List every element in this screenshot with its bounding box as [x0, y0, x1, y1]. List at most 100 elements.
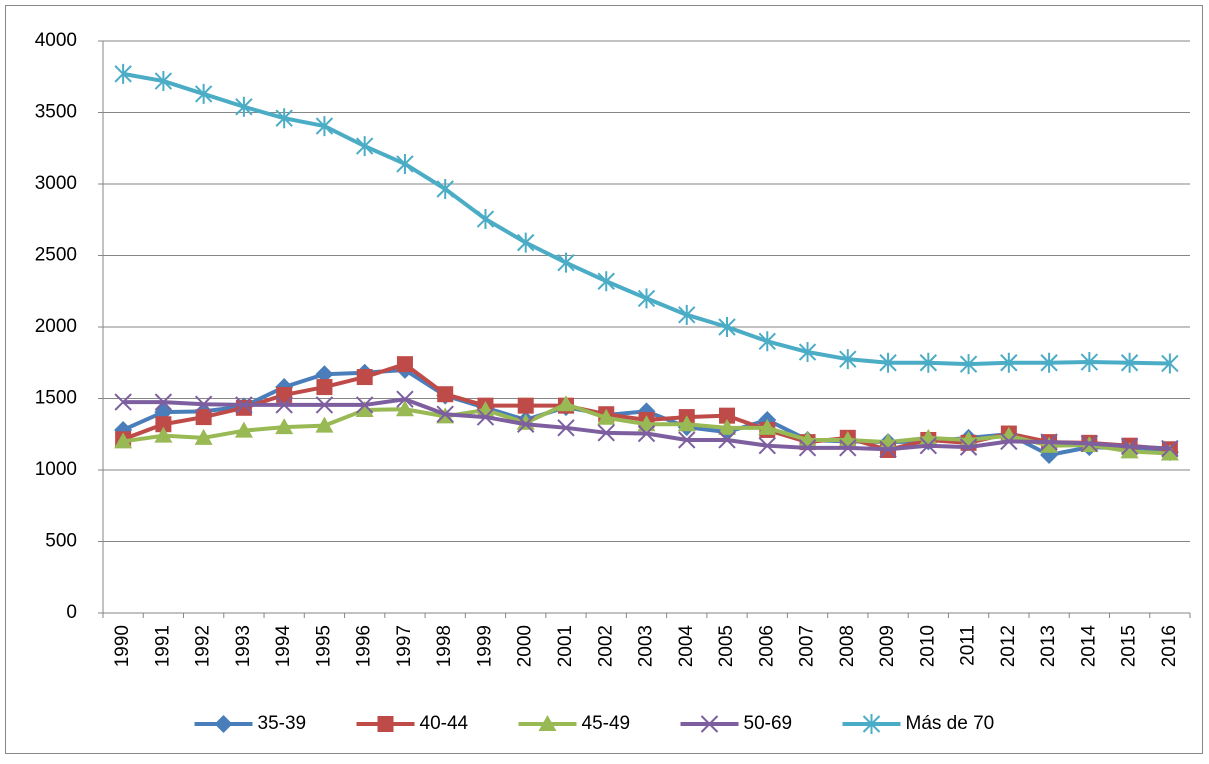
marker: [1161, 439, 1179, 458]
marker: [959, 438, 978, 456]
x-tick-label: 2009: [877, 625, 898, 667]
series: [114, 390, 1179, 458]
x-tick-label: 1990: [112, 625, 133, 667]
marker: [1000, 352, 1018, 373]
marker: [1040, 436, 1059, 453]
marker: [718, 431, 736, 449]
marker: [700, 715, 719, 733]
marker: [798, 439, 817, 457]
marker: [557, 252, 575, 273]
marker: [436, 179, 454, 200]
marker: [597, 424, 615, 442]
x-tick-label: 1999: [474, 625, 495, 667]
marker: [155, 416, 172, 433]
marker: [396, 356, 413, 373]
marker: [194, 395, 213, 413]
marker: [355, 396, 374, 414]
y-tick-label: 2000: [35, 316, 77, 337]
marker: [154, 71, 173, 92]
x-tick-label: 1992: [193, 625, 214, 667]
x-tick-label: 2015: [1119, 625, 1140, 667]
marker: [356, 369, 373, 386]
marker: [959, 354, 978, 375]
marker: [315, 416, 334, 433]
marker: [758, 436, 776, 455]
marker: [758, 331, 776, 352]
marker: [597, 408, 616, 425]
legend-item: 45-49: [518, 713, 631, 734]
legend-item: 50-69: [680, 713, 792, 734]
marker: [1080, 352, 1099, 373]
x-tick-label: 1994: [273, 625, 294, 668]
x-tick-label: 1997: [394, 625, 415, 667]
x-tick-label: 1998: [434, 625, 455, 667]
legend-label: Más de 70: [906, 713, 995, 734]
marker: [839, 349, 857, 370]
marker: [718, 317, 736, 337]
y-tick-label: 3000: [35, 173, 77, 194]
marker: [839, 439, 857, 457]
marker: [919, 352, 938, 373]
marker: [1161, 353, 1179, 374]
marker: [114, 393, 132, 411]
y-tick-label: 2500: [35, 245, 77, 266]
x-tick-label: 2004: [676, 625, 697, 668]
marker: [396, 153, 414, 174]
x-tick-label: 2012: [998, 625, 1019, 667]
marker: [1000, 432, 1018, 451]
marker: [437, 386, 454, 403]
marker: [637, 415, 656, 432]
marker: [879, 440, 897, 458]
marker: [275, 418, 294, 435]
legend-label: 35-39: [258, 713, 307, 734]
marker: [114, 63, 132, 84]
chart-border: [5, 5, 1203, 754]
marker: [862, 714, 881, 734]
x-tick-label: 2007: [797, 625, 818, 667]
marker: [637, 424, 656, 443]
marker: [538, 715, 557, 731]
legend-item: 35-39: [194, 713, 307, 734]
x-tick-label: 2003: [636, 625, 657, 667]
x-tick-label: 1993: [233, 625, 254, 667]
x-tick-label: 2002: [595, 625, 616, 667]
marker: [276, 386, 293, 403]
marker: [517, 232, 535, 253]
marker: [154, 426, 173, 443]
x-tick-label: 2000: [515, 625, 536, 667]
marker: [597, 271, 615, 292]
marker: [154, 393, 173, 411]
x-tick-label: 1996: [354, 625, 375, 667]
marker: [1120, 442, 1139, 459]
marker: [678, 431, 696, 449]
legend-label: 45-49: [582, 713, 631, 734]
marker: [1160, 444, 1179, 461]
marker: [879, 352, 897, 373]
marker: [1120, 352, 1139, 373]
marker: [275, 108, 293, 129]
marker: [718, 418, 737, 435]
legend-label: 40-44: [420, 713, 469, 734]
marker: [719, 407, 736, 424]
marker: [919, 436, 938, 455]
x-tick-label: 2006: [756, 625, 777, 667]
marker: [677, 415, 696, 432]
marker: [235, 96, 253, 117]
x-tick-label: 2016: [1159, 625, 1180, 667]
marker: [235, 396, 253, 414]
y-tick-label: 4000: [35, 30, 77, 51]
marker: [678, 304, 696, 325]
marker: [234, 421, 253, 438]
x-tick-label: 1995: [313, 625, 334, 667]
legend-item: 40-44: [356, 713, 469, 734]
marker: [395, 400, 414, 417]
marker: [396, 390, 414, 408]
marker: [315, 365, 334, 384]
marker: [436, 405, 454, 423]
x-tick-label: 2010: [917, 625, 938, 667]
marker: [1080, 434, 1099, 453]
marker: [637, 288, 656, 309]
marker: [315, 396, 334, 414]
